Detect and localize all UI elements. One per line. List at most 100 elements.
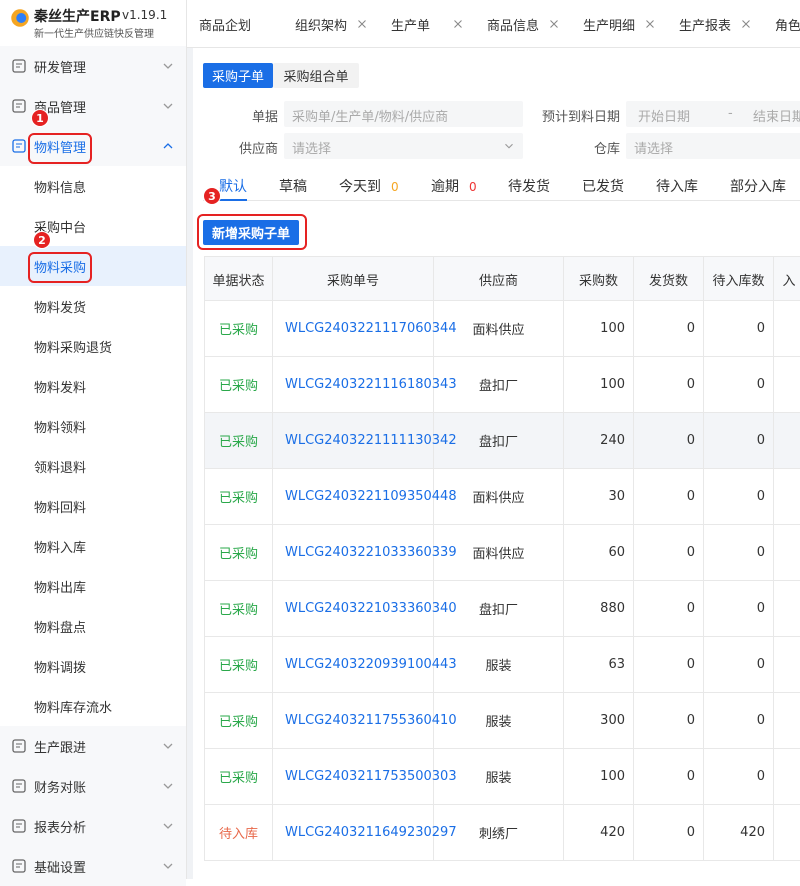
- menu-group[interactable]: 财务对账: [0, 766, 186, 806]
- table-cell: 100: [564, 357, 634, 412]
- tab-close-svg: [742, 20, 750, 28]
- view-tab[interactable]: 采购组合单: [273, 63, 359, 88]
- menu-item[interactable]: 物料盘点: [0, 606, 186, 646]
- status-tab[interactable]: 已发货: [582, 176, 624, 201]
- cell-text: 60: [608, 545, 625, 560]
- table-row[interactable]: 已采购 WLCG2403221116180343 盘扣厂 100 0 0: [205, 357, 800, 413]
- menu-item[interactable]: 物料回料: [0, 486, 186, 526]
- cell-text: 0: [756, 377, 765, 392]
- table-cell: WLCG2403211755360410: [273, 693, 457, 748]
- menu-item[interactable]: 物料领料: [0, 406, 186, 446]
- table-row[interactable]: 已采购 WLCG2403220939100443 服装 63 0 0: [205, 637, 800, 693]
- table-row[interactable]: 已采购 WLCG2403221117060344 面料供应 100 0 0: [205, 301, 800, 357]
- filter-input[interactable]: 请选择: [284, 133, 523, 159]
- filter-input[interactable]: 采购单/生产单/物料/供应商: [284, 101, 523, 127]
- menu-group[interactable]: 报表分析: [0, 806, 186, 846]
- step-badge: 1: [31, 109, 49, 127]
- tab[interactable]: 组织架构: [283, 0, 379, 48]
- tab[interactable]: 商品企划: [187, 0, 283, 48]
- cell-text: 服装: [485, 771, 512, 786]
- table-cell: [774, 357, 800, 412]
- table-cell: 420: [704, 805, 774, 860]
- order-link[interactable]: WLCG2403221033360340: [285, 601, 457, 616]
- table-row[interactable]: 待入库 WLCG2403211649230297 刺绣厂 420 0 420: [205, 805, 800, 860]
- tab[interactable]: 生产单: [379, 0, 475, 48]
- menu-group[interactable]: 研发管理: [0, 46, 186, 86]
- filter-input[interactable]: 开始日期 - 结束日期: [626, 101, 800, 127]
- order-link[interactable]: WLCG2403221111130342: [285, 433, 457, 448]
- column-header-label: 待入库数: [712, 273, 765, 289]
- order-link[interactable]: WLCG2403220939100443: [285, 657, 457, 672]
- menu-item-label: 物料发货: [34, 301, 87, 316]
- status-tab[interactable]: 默认: [219, 176, 247, 201]
- status-tab[interactable]: 部分入库: [730, 176, 786, 201]
- table-cell: 已采购: [205, 581, 273, 636]
- menu-item[interactable]: 物料入库: [0, 526, 186, 566]
- table-cell: 0: [634, 805, 704, 860]
- table-cell: 0: [634, 469, 704, 524]
- status-count: 0: [391, 180, 399, 194]
- status-tab[interactable]: 待发货: [508, 176, 550, 201]
- table-row[interactable]: 已采购 WLCG2403211755360410 服装 300 0 0: [205, 693, 800, 749]
- status-tab[interactable]: 待入库: [656, 176, 698, 201]
- menu-item[interactable]: 领料退料: [0, 446, 186, 486]
- status-tab[interactable]: 逾期 0: [431, 176, 477, 201]
- menu-item-label: 物料采购退货: [34, 341, 113, 356]
- table-cell: 0: [634, 637, 704, 692]
- menu-item[interactable]: 物料发料: [0, 366, 186, 406]
- status-tab[interactable]: 今天到 0: [339, 176, 399, 201]
- tab-label: 组织架构: [295, 19, 348, 34]
- tab[interactable]: 生产明细: [571, 0, 667, 48]
- table-cell: WLCG2403221117060344: [273, 301, 457, 356]
- app-subtitle: 新一代生产供应链快反管理: [34, 29, 154, 40]
- menu-item[interactable]: 物料采购退货: [0, 326, 186, 366]
- menu-label: 报表分析: [34, 821, 87, 836]
- table-cell: 面料供应: [434, 301, 564, 356]
- table-cell: 0: [704, 469, 774, 524]
- menu-group[interactable]: 基础设置: [0, 846, 186, 886]
- tab-close: [355, 17, 369, 31]
- menu-item[interactable]: 采购中台: [0, 206, 186, 246]
- table-row[interactable]: 已采购 WLCG2403221109350448 面料供应 30 0 0: [205, 469, 800, 525]
- order-link[interactable]: WLCG2403221109350448: [285, 489, 457, 504]
- tab[interactable]: 生产报表: [667, 0, 763, 48]
- table-row[interactable]: 已采购 WLCG2403211753500303 服装 100 0 0: [205, 749, 800, 805]
- menu-item[interactable]: 物料库存流水: [0, 686, 186, 726]
- add-button[interactable]: 新增采购子单: [203, 220, 299, 245]
- order-link[interactable]: WLCG2403211649230297: [285, 825, 457, 840]
- column-header-label: 入: [782, 273, 796, 289]
- view-tab[interactable]: 采购子单: [203, 63, 273, 88]
- table-cell: 已采购: [205, 693, 273, 748]
- status-divider: [203, 200, 800, 201]
- menu-group[interactable]: 商品管理: [0, 86, 186, 126]
- cell-text: 0: [686, 769, 695, 784]
- column-header: 供应商: [434, 257, 564, 301]
- table-row[interactable]: 已采购 WLCG2403221033360339 面料供应 60 0 0: [205, 525, 800, 581]
- table-row[interactable]: 已采购 WLCG2403221111130342 盘扣厂 240 0 0: [205, 413, 800, 469]
- menu-icon: [11, 138, 27, 154]
- order-link[interactable]: WLCG2403221116180343: [285, 377, 457, 392]
- date-end: 结束日期: [753, 110, 800, 125]
- status-label: 待入库: [656, 179, 698, 195]
- menu-item[interactable]: 物料出库: [0, 566, 186, 606]
- menu-item[interactable]: 物料调拨: [0, 646, 186, 686]
- active-underline: [219, 199, 247, 201]
- menu-group[interactable]: 生产跟进: [0, 726, 186, 766]
- column-header-label: 采购数: [578, 273, 618, 289]
- status-tab[interactable]: 草稿: [279, 176, 307, 201]
- menu-item[interactable]: 物料发货: [0, 286, 186, 326]
- filter-input[interactable]: 请选择: [626, 133, 800, 159]
- tab[interactable]: 角色权限: [763, 0, 800, 48]
- cell-text: 0: [756, 769, 765, 784]
- table-cell: 0: [704, 357, 774, 412]
- order-link[interactable]: WLCG2403221117060344: [285, 321, 457, 336]
- order-link[interactable]: WLCG2403211755360410: [285, 713, 457, 728]
- menu-group[interactable]: 物料管理: [0, 126, 186, 166]
- menu-label: 研发管理: [34, 61, 87, 76]
- order-link[interactable]: WLCG2403221033360339: [285, 545, 457, 560]
- tab[interactable]: 商品信息: [475, 0, 571, 48]
- menu-item[interactable]: 物料信息: [0, 166, 186, 206]
- chevron: [160, 58, 176, 74]
- order-link[interactable]: WLCG2403211753500303: [285, 769, 457, 784]
- table-row[interactable]: 已采购 WLCG2403221033360340 盘扣厂 880 0 0: [205, 581, 800, 637]
